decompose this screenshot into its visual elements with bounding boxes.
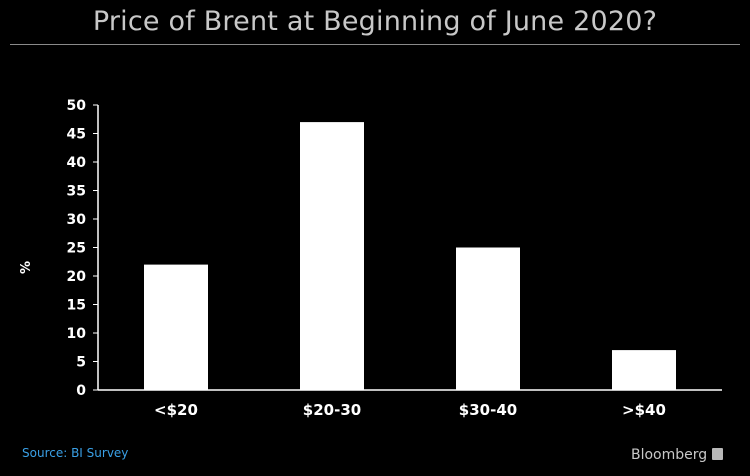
source-note: Source: BI Survey <box>22 446 129 460</box>
x-tick-label: <$20 <box>154 401 198 419</box>
y-tick-label: 35 <box>67 184 86 200</box>
bar-2 <box>456 247 520 390</box>
bar-3 <box>612 350 676 390</box>
bar-1 <box>300 122 364 390</box>
chart-title: Price of Brent at Beginning of June 2020… <box>92 6 658 37</box>
bloomberg-logo: Bloomberg <box>631 447 724 463</box>
y-tick-label: 15 <box>67 298 86 314</box>
y-tick-label: 45 <box>67 127 86 143</box>
y-tick-label: 25 <box>67 241 86 257</box>
bars <box>144 122 676 390</box>
y-tick-label: 10 <box>67 326 87 342</box>
y-tick-label: 50 <box>67 98 87 114</box>
x-axis-ticks: <$20 $20-30 $30-40 >$40 <box>154 401 666 419</box>
y-axis-label: % <box>19 261 34 274</box>
y-tick-label: 5 <box>76 355 86 371</box>
y-axis-ticks: 0 5 10 15 20 25 30 35 40 45 50 <box>67 98 98 399</box>
bar-0 <box>144 264 208 390</box>
brand-name: Bloomberg <box>631 447 708 463</box>
x-tick-label: $20-30 <box>303 401 361 419</box>
bloomberg-logo-icon <box>712 448 724 460</box>
x-tick-label: $30-40 <box>459 401 517 419</box>
y-tick-label: 30 <box>67 212 87 228</box>
y-tick-label: 20 <box>67 269 87 285</box>
y-tick-label: 40 <box>67 155 87 171</box>
y-tick-label: 0 <box>76 383 86 399</box>
title-divider <box>10 44 740 45</box>
x-tick-label: >$40 <box>622 401 666 419</box>
